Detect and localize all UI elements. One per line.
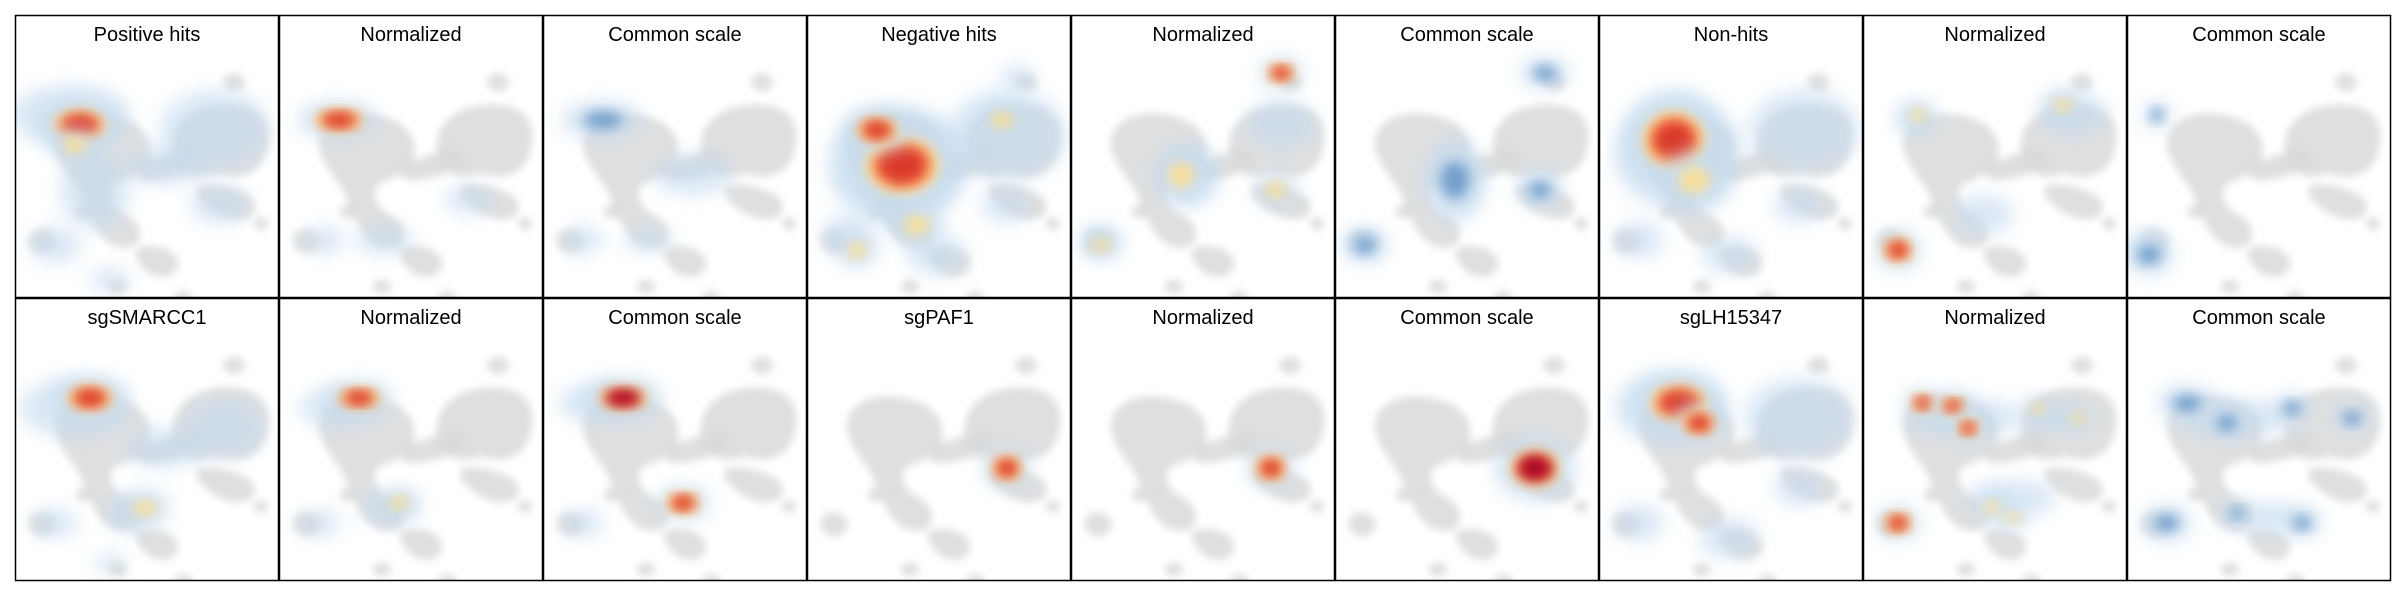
heatmap-panel: Normalized (278, 14, 544, 299)
panel-border (806, 297, 1072, 582)
panel-border (1598, 14, 1864, 299)
density-hotspots (1494, 436, 1576, 500)
panel-title: Common scale (2192, 24, 2325, 46)
heatmap-panel: Common scale (542, 14, 808, 299)
panel-title: Common scale (1400, 24, 1533, 46)
density-hotspots (2127, 100, 2174, 276)
heatmap-panel: Positive hits (14, 14, 280, 299)
density-hotspots (1631, 371, 1727, 444)
heatmap-panel: Common scale (2126, 14, 2392, 299)
density-haze (304, 186, 494, 254)
panel-title: Common scale (608, 307, 741, 329)
heatmap-panel: Non-hits (1598, 14, 1864, 299)
density-haze (563, 155, 733, 254)
heatmap-panel: Common scale (2126, 297, 2392, 582)
panel-border (1862, 14, 2128, 299)
panel-border (1598, 297, 1864, 582)
panel-border (278, 297, 544, 582)
panel-title: Normalized (1152, 307, 1253, 329)
heatmap-panel: Normalized (1070, 14, 1336, 299)
density-hotspots (1343, 57, 1570, 263)
panel-border (1862, 297, 2128, 582)
panel-border (542, 297, 808, 582)
heatmap-panel: sgLH15347 (1598, 297, 1864, 582)
panel-title: Common scale (1400, 307, 1533, 329)
density-hotspots (1622, 89, 1728, 209)
heatmap-panel: sgSMARCC1 (14, 297, 280, 582)
panel-border (1070, 297, 1336, 582)
heatmap-panel: Negative hits (806, 14, 1072, 299)
density-hotspots (982, 446, 1032, 490)
heatmap-panel: Normalized (1862, 14, 2128, 299)
panel-border (278, 14, 544, 299)
panel-title: Common scale (2192, 307, 2325, 329)
heatmap-panel: sgPAF1 (806, 297, 1072, 582)
density-hotspots (298, 101, 380, 139)
density-hotspots (562, 101, 644, 139)
embedding-background (557, 356, 797, 581)
density-hotspots (1876, 388, 2095, 541)
density-hotspots (36, 98, 124, 163)
heatmap-panel: Common scale (542, 297, 808, 582)
panel-border (806, 14, 1072, 299)
heatmap-panel: Normalized (278, 297, 544, 582)
density-hotspots (1246, 446, 1296, 490)
embedding-background (1085, 356, 1325, 581)
panel-border (2126, 297, 2392, 582)
heatmap-panel: Normalized (1862, 297, 2128, 582)
panel-title: Normalized (360, 24, 461, 46)
panel-title: sgLH15347 (1680, 307, 1782, 329)
embedding-background (293, 356, 533, 581)
panel-title: sgPAF1 (904, 307, 974, 329)
density-hotspots (2142, 385, 2371, 542)
heatmap-panel: Common scale (1334, 297, 1600, 582)
heatmap-panel: Common scale (1334, 14, 1600, 299)
panel-title: Normalized (1944, 24, 2045, 46)
density-hotspots (1082, 57, 1303, 260)
panel-title: Positive hits (94, 24, 201, 46)
panel-title: sgSMARCC1 (88, 307, 207, 329)
panel-border (1334, 14, 1600, 299)
panel-border (14, 14, 280, 299)
panel-border (14, 297, 280, 582)
panel-border (1334, 297, 1600, 582)
panel-border (542, 14, 808, 299)
panel-title: Common scale (608, 24, 741, 46)
density-hotspots (52, 376, 170, 526)
panel-title: Non-hits (1694, 24, 1768, 46)
panel-border (1070, 14, 1336, 299)
panel-title: Normalized (360, 307, 461, 329)
embedding-background (2141, 73, 2381, 298)
density-hotspots (1875, 90, 2082, 271)
panel-title: Normalized (1152, 24, 1253, 46)
density-hotspots (836, 102, 1027, 268)
panel-title: Negative hits (881, 24, 997, 46)
density-hotspots (323, 380, 420, 518)
density-hotspots (582, 377, 710, 521)
panel-border (2126, 14, 2392, 299)
panel-title: Normalized (1944, 307, 2045, 329)
heatmap-panel: Normalized (1070, 297, 1336, 582)
